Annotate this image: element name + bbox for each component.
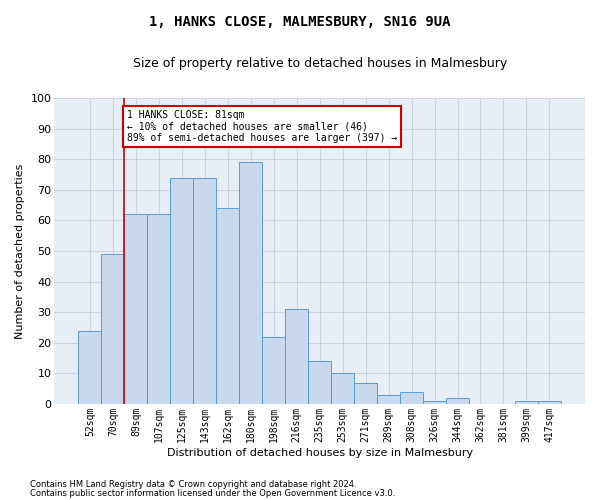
Bar [331,374,354,404]
Bar [538,401,561,404]
Bar [423,401,446,404]
Bar [193,178,216,404]
Bar [515,401,538,404]
Text: Contains HM Land Registry data © Crown copyright and database right 2024.: Contains HM Land Registry data © Crown c… [30,480,356,489]
Bar [79,330,101,404]
Text: 1, HANKS CLOSE, MALMESBURY, SN16 9UA: 1, HANKS CLOSE, MALMESBURY, SN16 9UA [149,15,451,29]
Bar [446,398,469,404]
Bar [354,382,377,404]
Bar [285,309,308,404]
Bar [377,394,400,404]
Bar [216,208,239,404]
Bar [124,214,148,404]
Y-axis label: Number of detached properties: Number of detached properties [15,164,25,338]
Bar [101,254,124,404]
Bar [262,336,285,404]
Bar [400,392,423,404]
Bar [239,162,262,404]
Text: Contains public sector information licensed under the Open Government Licence v3: Contains public sector information licen… [30,488,395,498]
Bar [308,361,331,404]
Bar [148,214,170,404]
Bar [170,178,193,404]
Text: 1 HANKS CLOSE: 81sqm
← 10% of detached houses are smaller (46)
89% of semi-detac: 1 HANKS CLOSE: 81sqm ← 10% of detached h… [127,110,397,144]
Title: Size of property relative to detached houses in Malmesbury: Size of property relative to detached ho… [133,58,507,70]
X-axis label: Distribution of detached houses by size in Malmesbury: Distribution of detached houses by size … [167,448,473,458]
